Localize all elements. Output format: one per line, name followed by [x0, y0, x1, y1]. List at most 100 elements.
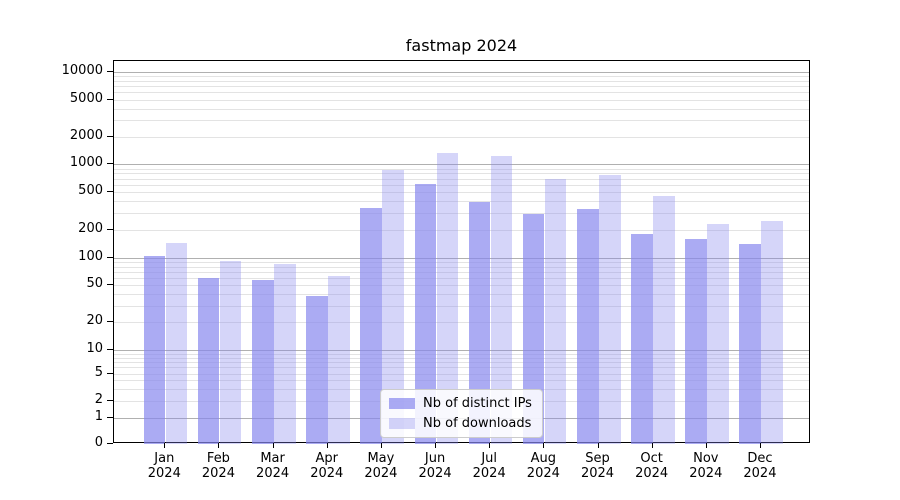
- x-tick-label: Apr 2024: [292, 451, 362, 481]
- y-tick: [107, 71, 113, 72]
- bar: [414, 184, 437, 444]
- minor-gridline: [114, 213, 809, 215]
- y-tick: [107, 284, 113, 286]
- x-tick-label: Sep 2024: [563, 451, 633, 481]
- minor-gridline: [114, 99, 809, 101]
- y-tick: [107, 163, 113, 165]
- minor-gridline: [114, 173, 809, 175]
- y-tick: [107, 228, 113, 230]
- minor-gridline: [114, 120, 809, 122]
- bar: [653, 196, 675, 444]
- bar: [631, 233, 653, 444]
- minor-gridline: [114, 86, 809, 88]
- x-tick-label: Mar 2024: [238, 451, 308, 481]
- y-tick: [107, 98, 113, 100]
- legend-swatch-downloads: [389, 418, 415, 429]
- x-tick-month: Apr: [315, 451, 339, 466]
- minor-gridline: [114, 353, 809, 355]
- major-gridline: [114, 72, 809, 73]
- minor-gridline: [114, 294, 809, 296]
- x-tick-month: Mar: [260, 451, 285, 466]
- legend: Nb of distinct IPs Nb of downloads: [380, 389, 543, 438]
- minor-gridline: [114, 229, 809, 231]
- x-tick: [326, 443, 328, 448]
- minor-gridline: [114, 201, 809, 203]
- x-tick-month: Jan: [154, 451, 175, 466]
- y-tick-label: 200: [78, 220, 103, 236]
- minor-gridline: [114, 168, 809, 170]
- x-tick-month: May: [367, 451, 395, 466]
- y-tick-label: 5: [94, 364, 103, 380]
- x-tick: [435, 443, 437, 448]
- x-tick-label: Jul 2024: [454, 451, 524, 481]
- x-tick-month: Jul: [481, 451, 498, 466]
- x-tick-year: 2024: [743, 466, 777, 481]
- bar: [252, 280, 274, 444]
- y-tick-label: 20: [86, 313, 103, 329]
- y-tick-label: 1: [94, 408, 103, 424]
- bar: [490, 155, 513, 444]
- bar: [219, 260, 242, 444]
- x-tick-label: Jun 2024: [400, 451, 470, 481]
- y-tick: [107, 321, 113, 323]
- minor-gridline: [114, 80, 809, 82]
- x-tick-year: 2024: [472, 466, 506, 481]
- y-tick: [107, 372, 113, 374]
- y-tick-label: 500: [78, 183, 103, 199]
- bar: [522, 213, 545, 444]
- y-tick: [107, 135, 113, 137]
- y-tick: [107, 349, 113, 350]
- y-tick-label: 100: [78, 248, 103, 264]
- legend-item-downloads: Nb of downloads: [389, 416, 534, 431]
- x-tick-year: 2024: [147, 466, 181, 481]
- x-tick-month: Sep: [585, 451, 610, 466]
- y-tick: [107, 400, 113, 401]
- minor-gridline: [114, 185, 809, 187]
- bar: [468, 202, 491, 444]
- x-tick: [218, 443, 220, 448]
- minor-gridline: [114, 367, 809, 369]
- bar: [328, 275, 350, 444]
- minor-gridline: [114, 278, 809, 280]
- y-tick-label: 2: [94, 392, 103, 407]
- bar: [143, 255, 166, 444]
- bar: [761, 221, 783, 444]
- bar: [739, 244, 761, 444]
- legend-label: Nb of distinct IPs: [423, 396, 532, 411]
- x-tick: [380, 443, 382, 448]
- major-gridline: [114, 257, 809, 259]
- x-tick-year: 2024: [256, 466, 290, 481]
- x-tick-year: 2024: [201, 466, 235, 481]
- minor-gridline: [114, 76, 809, 78]
- x-tick-label: Aug 2024: [508, 451, 578, 481]
- minor-gridline: [114, 285, 809, 287]
- bar: [599, 174, 621, 444]
- x-tick: [543, 443, 545, 448]
- x-tick: [597, 443, 599, 448]
- x-tick-label: May 2024: [346, 451, 416, 481]
- bar: [165, 243, 188, 444]
- x-tick-label: Oct 2024: [617, 451, 687, 481]
- bar: [274, 264, 296, 444]
- bar: [577, 208, 599, 444]
- x-tick: [272, 443, 274, 448]
- bar: [685, 239, 707, 444]
- legend-swatch-distinct-ips: [389, 398, 415, 409]
- x-tick-month: Jun: [424, 451, 446, 466]
- minor-gridline: [114, 92, 809, 94]
- x-tick-year: 2024: [418, 466, 452, 481]
- x-tick: [164, 443, 166, 448]
- x-tick-month: Nov: [693, 451, 719, 466]
- x-tick-year: 2024: [526, 466, 560, 481]
- major-gridline: [114, 164, 809, 166]
- y-tick: [107, 191, 113, 193]
- minor-gridline: [114, 373, 809, 375]
- x-tick-month: Oct: [640, 451, 663, 466]
- y-tick: [107, 443, 113, 444]
- x-tick-month: Dec: [747, 451, 773, 466]
- major-gridline: [114, 350, 809, 351]
- y-tick-label: 10: [86, 341, 103, 356]
- y-tick-label: 0: [94, 435, 103, 450]
- x-tick-label: Nov 2024: [671, 451, 741, 481]
